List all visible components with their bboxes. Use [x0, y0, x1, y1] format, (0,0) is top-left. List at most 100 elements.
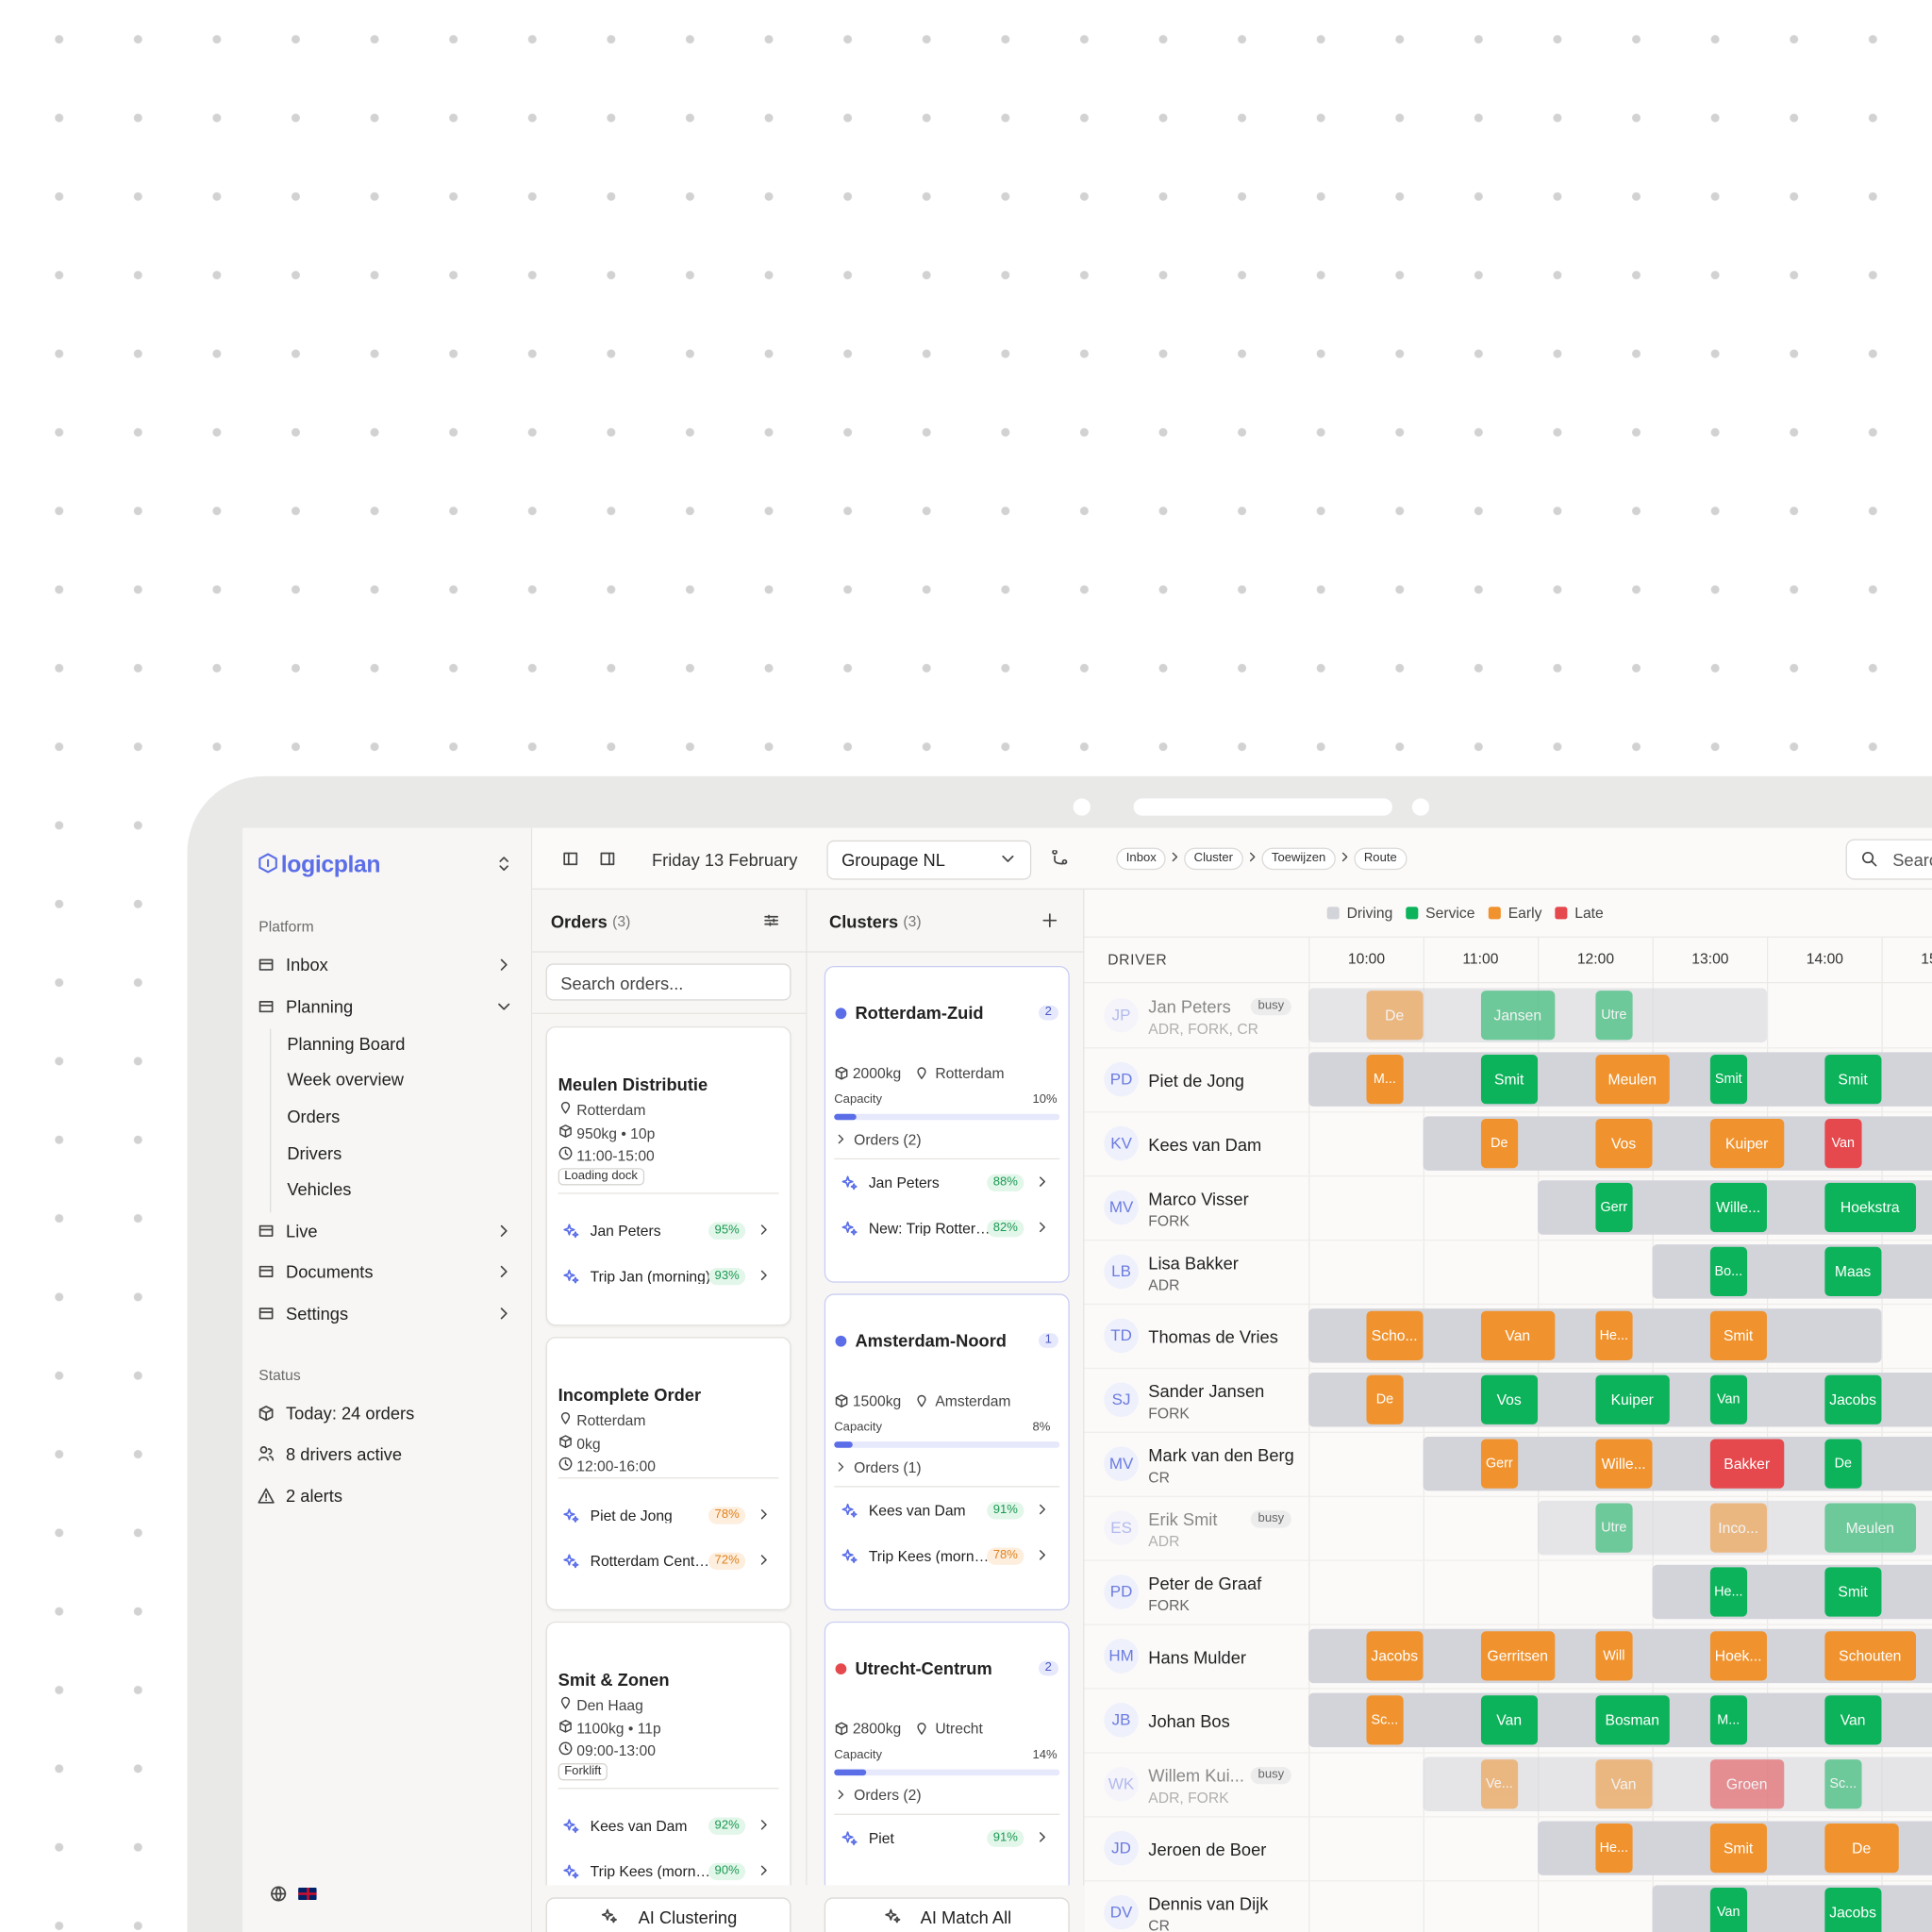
schedule-block[interactable]: He... — [1594, 1310, 1633, 1360]
nav-subitem[interactable]: Orders — [287, 1106, 341, 1126]
ai-button[interactable] — [545, 1897, 791, 1932]
schedule-block[interactable]: Jacobs — [1824, 1374, 1882, 1424]
schedule-block[interactable]: Bo... — [1709, 1246, 1748, 1297]
schedule-block[interactable]: Gerr — [1594, 1182, 1633, 1233]
schedule-block[interactable]: Vos — [1480, 1374, 1539, 1424]
cluster-orders[interactable]: Orders (2) — [854, 1131, 922, 1149]
match-name[interactable]: Kees van Dam — [868, 1503, 966, 1519]
schedule-block[interactable]: Hoek... — [1709, 1631, 1767, 1681]
match-name[interactable]: Kees van Dam — [590, 1818, 688, 1834]
schedule-block[interactable]: Scho... — [1365, 1310, 1424, 1360]
match-name[interactable]: Piet — [868, 1830, 894, 1846]
driver-name: Jan Peters — [1148, 996, 1231, 1017]
order-card[interactable] — [545, 1025, 791, 1326]
match-name[interactable]: Trip Kees (morning) — [868, 1548, 992, 1564]
nav-item[interactable]: Inbox — [286, 955, 328, 975]
schedule-block[interactable]: He... — [1709, 1567, 1748, 1617]
schedule-block[interactable]: Van — [1480, 1695, 1539, 1745]
schedule-block[interactable]: De — [1365, 991, 1424, 1041]
match-name[interactable]: New: Trip Rotterdam-Zuid — [868, 1221, 992, 1237]
schedule-block[interactable]: Maas — [1824, 1246, 1882, 1297]
schedule-block[interactable]: Jansen — [1480, 991, 1556, 1041]
schedule-block[interactable]: Gerritsen — [1480, 1631, 1556, 1681]
order-card[interactable] — [545, 1337, 791, 1611]
match-chevron — [760, 1270, 767, 1281]
schedule-block[interactable]: Smit — [1824, 1055, 1882, 1105]
schedule-block[interactable]: Sc... — [1824, 1759, 1862, 1809]
nav-subitem[interactable]: Vehicles — [287, 1179, 352, 1200]
schedule-block[interactable]: Groen — [1709, 1759, 1785, 1809]
schedule-block[interactable]: Wille... — [1709, 1182, 1767, 1233]
group-select[interactable] — [826, 840, 1032, 880]
nav-subitem[interactable]: Planning Board — [287, 1033, 406, 1054]
schedule-block[interactable]: Van — [1709, 1887, 1748, 1932]
schedule-block[interactable]: Kuiper — [1709, 1118, 1785, 1169]
schedule-block[interactable]: Van — [1824, 1695, 1882, 1745]
schedule-block[interactable]: Van — [1709, 1374, 1748, 1424]
schedule-block[interactable]: Kuiper — [1594, 1374, 1670, 1424]
schedule-block[interactable]: Gerr — [1480, 1439, 1519, 1489]
nav-item[interactable]: Planning — [286, 995, 354, 1016]
schedule-block[interactable]: Jacobs — [1824, 1887, 1882, 1932]
nav-item[interactable]: Live — [286, 1221, 318, 1241]
breadcrumb[interactable]: Toewijzen — [1261, 847, 1336, 871]
schedule-block[interactable]: Smit — [1709, 1824, 1767, 1874]
breadcrumb[interactable]: Cluster — [1184, 847, 1243, 871]
schedule-block[interactable]: Bosman — [1594, 1695, 1670, 1745]
capacity-label: Capacity — [834, 1748, 883, 1762]
breadcrumb[interactable]: Route — [1354, 847, 1407, 871]
schedule-block[interactable]: De — [1365, 1374, 1404, 1424]
schedule-block[interactable]: Utre — [1594, 1503, 1633, 1553]
schedule-block[interactable]: De — [1480, 1118, 1519, 1169]
schedule-block[interactable]: Smit — [1709, 1310, 1767, 1360]
schedule-block[interactable]: Van — [1824, 1118, 1862, 1169]
schedule-block[interactable]: Bakker — [1709, 1439, 1785, 1489]
schedule-block[interactable]: M... — [1365, 1055, 1404, 1105]
match-name[interactable]: Rotterdam Centrum — [590, 1554, 714, 1569]
schedule-block[interactable]: Will — [1594, 1631, 1633, 1681]
schedule-block[interactable]: Smit — [1709, 1055, 1748, 1105]
schedule-block[interactable]: Sc... — [1365, 1695, 1404, 1745]
schedule-block[interactable]: Jacobs — [1365, 1631, 1424, 1681]
schedule-block[interactable]: Schouten — [1824, 1631, 1916, 1681]
search-box[interactable] — [1845, 839, 1932, 880]
legend-label: Service — [1425, 904, 1475, 922]
schedule-block[interactable]: Hoekstra — [1824, 1182, 1916, 1233]
schedule-block[interactable]: Ve... — [1480, 1759, 1519, 1809]
driver-name: Willem Kui... — [1148, 1765, 1244, 1786]
schedule-block[interactable]: De — [1824, 1439, 1862, 1489]
match-name[interactable]: Piet de Jong — [590, 1507, 673, 1524]
match-name[interactable]: Jan Peters — [590, 1223, 661, 1239]
orders-search[interactable] — [545, 963, 791, 1001]
schedule-block[interactable]: Meulen — [1594, 1055, 1670, 1105]
schedule-block[interactable]: Van — [1594, 1759, 1653, 1809]
breadcrumb[interactable]: Inbox — [1116, 847, 1167, 871]
schedule-block[interactable]: Vos — [1594, 1118, 1653, 1169]
schedule-block[interactable]: De — [1824, 1824, 1899, 1874]
schedule-block[interactable]: Utre — [1594, 991, 1633, 1041]
nav-item[interactable]: Settings — [286, 1303, 349, 1324]
schedule-block[interactable]: Smit — [1824, 1567, 1882, 1617]
schedule-block[interactable]: Van — [1480, 1310, 1556, 1360]
match-name[interactable]: Trip Kees (morning) — [590, 1864, 714, 1879]
schedule-block[interactable]: He... — [1594, 1824, 1633, 1874]
schedule-block[interactable]: Meulen — [1824, 1503, 1916, 1553]
nav-subitem[interactable]: Drivers — [287, 1142, 342, 1163]
cluster-card[interactable] — [824, 965, 1070, 1283]
match-name[interactable]: Jan Peters — [868, 1175, 940, 1191]
schedule-block[interactable]: Wille... — [1594, 1439, 1653, 1489]
order-card[interactable] — [545, 1621, 791, 1922]
card-title: Meulen Distributie — [558, 1074, 708, 1094]
ai-button[interactable] — [824, 1897, 1070, 1932]
match-name[interactable]: Trip Jan (morning) — [590, 1269, 711, 1284]
schedule-block[interactable]: Inco... — [1709, 1503, 1767, 1553]
cluster-orders[interactable]: Orders (2) — [854, 1786, 922, 1805]
cluster-card[interactable] — [824, 1293, 1070, 1611]
schedule-block[interactable]: M... — [1709, 1695, 1748, 1745]
cluster-orders[interactable]: Orders (1) — [854, 1458, 922, 1476]
nav-item[interactable]: Documents — [286, 1261, 374, 1282]
schedule-block[interactable]: Smit — [1480, 1055, 1539, 1105]
nav-subitem[interactable]: Week overview — [287, 1069, 404, 1090]
